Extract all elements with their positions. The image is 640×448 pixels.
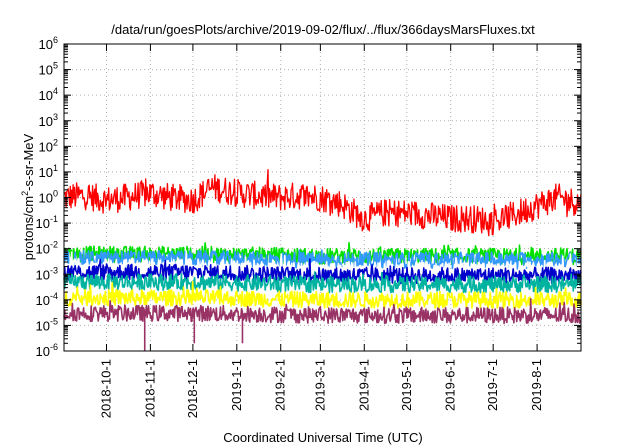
y-axis-label-prefix: protons/cm	[21, 196, 36, 260]
y-tick-label-base-12: 10	[39, 37, 53, 52]
y-tick-label-base-7: 10	[39, 165, 53, 180]
y-tick-label-10: 104	[39, 86, 58, 103]
y-tick-label-exp-6: 0	[53, 189, 58, 199]
chart-title: /data/run/goesPlots/archive/2019-09-02/f…	[111, 22, 535, 37]
y-tick-label-8: 102	[39, 137, 58, 154]
x-axis-ticks: 2018-10-1 2018-11-1 2018-12-1 2019-1-1 2019-…	[99, 44, 544, 418]
x-tick-label-0: 2018-10-1	[99, 359, 114, 418]
y-tick-label-1: 10-5	[36, 316, 58, 333]
y-tick-label-base-9: 10	[39, 114, 53, 129]
x-tick-label-1: 2018-11-1	[142, 359, 157, 417]
x-tick-label-4: 2019-2-1	[273, 359, 288, 411]
y-axis-label-suffix: -s-sr-MeV	[21, 133, 36, 190]
series-line-2	[63, 249, 582, 270]
x-tick-label-7: 2019-5-1	[399, 359, 414, 411]
y-tick-label-base-3: 10	[36, 267, 50, 282]
y-tick-label-4: 10-2	[36, 240, 58, 257]
y-tick-label-3: 10-3	[36, 265, 58, 282]
y-tick-label-0: 10-6	[36, 342, 58, 359]
x-tick-label-2: 2018-12-1	[185, 359, 200, 418]
x-tick-label-8: 2019-6-1	[443, 359, 458, 411]
y-tick-label-exp-12: 6	[53, 35, 58, 45]
y-tick-label-9: 103	[39, 112, 58, 129]
series-line-5	[63, 271, 582, 294]
y-tick-label-exp-7: 1	[53, 163, 58, 173]
y-tick-label-base-1: 10	[36, 318, 50, 333]
y-tick-label-base-11: 10	[39, 63, 53, 78]
x-tick-label-9: 2019-7-1	[485, 359, 500, 411]
y-tick-label-base-6: 10	[39, 191, 53, 206]
y-tick-label-base-0: 10	[36, 344, 50, 359]
x-tick-label-6: 2019-4-1	[356, 359, 371, 411]
series-line-0	[63, 168, 582, 237]
y-tick-label-exp-4: -2	[50, 240, 58, 250]
y-tick-label-2: 10-4	[36, 291, 58, 308]
y-tick-label-exp-10: 4	[53, 86, 58, 96]
y-tick-label-7: 101	[39, 163, 58, 180]
y-tick-label-exp-11: 5	[53, 61, 58, 71]
y-tick-label-exp-5: -1	[50, 214, 58, 224]
y-tick-label-base-10: 10	[39, 88, 53, 103]
y-tick-label-exp-3: -3	[50, 265, 58, 275]
x-tick-label-10: 2019-8-1	[529, 359, 544, 411]
y-tick-label-exp-8: 2	[53, 137, 58, 147]
series-line-6	[63, 280, 582, 309]
y-tick-label-exp-1: -5	[50, 316, 58, 326]
y-tick-label-exp-0: -6	[50, 342, 58, 352]
y-tick-label-5: 10-1	[36, 214, 58, 231]
y-tick-label-exp-9: 3	[53, 112, 58, 122]
y-tick-label-base-2: 10	[36, 293, 50, 308]
x-tick-label-3: 2019-1-1	[229, 359, 244, 411]
y-tick-label-11: 105	[39, 61, 58, 78]
y-tick-label-base-5: 10	[36, 216, 50, 231]
x-tick-label-5: 2019-3-1	[312, 359, 327, 411]
dips-group	[143, 313, 244, 351]
y-axis-label-sup: 2	[20, 191, 30, 196]
series-line-7	[63, 297, 582, 325]
x-axis-label: Coordinated Universal Time (UTC)	[223, 430, 422, 445]
y-axis-label: protons/cm2-s-sr-MeV	[20, 133, 36, 260]
y-tick-label-base-8: 10	[39, 139, 53, 154]
y-tick-label-exp-2: -4	[50, 291, 58, 301]
series-group	[63, 168, 582, 325]
y-tick-label-base-4: 10	[36, 242, 50, 257]
y-tick-label-6: 100	[39, 189, 58, 206]
y-axis-ticks: 10-610-510-410-310-210-11001011021031041…	[36, 35, 581, 359]
y-tick-label-12: 106	[39, 35, 58, 52]
